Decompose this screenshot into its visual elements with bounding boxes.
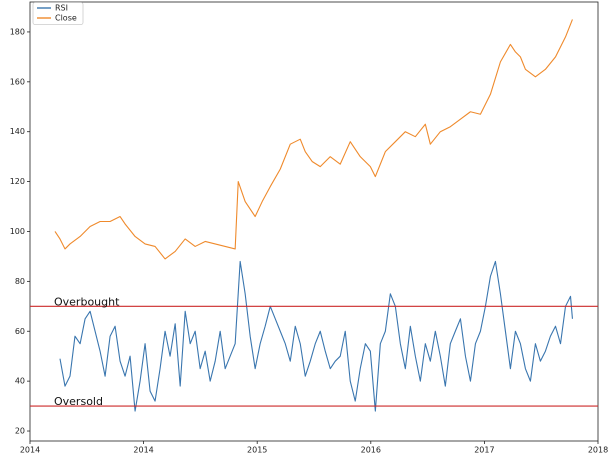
y-tick-label: 60	[15, 327, 25, 336]
line-series	[59, 260, 573, 412]
y-tick-label: 20	[15, 427, 25, 436]
x-tick-label: 2018	[588, 446, 608, 453]
y-tick-label: 160	[10, 77, 25, 86]
plot-frame	[29, 1, 599, 442]
line-series	[54, 19, 573, 260]
x-tick-label: 2016	[361, 446, 381, 453]
legend-label: Close	[55, 14, 77, 23]
x-tick-label: 2017	[474, 446, 494, 453]
legend-label: RSI	[55, 4, 68, 13]
y-tick-label: 40	[15, 377, 25, 386]
y-tick-label: 80	[15, 277, 25, 286]
y-tick-label: 120	[10, 177, 25, 186]
y-tick-label: 100	[10, 227, 25, 236]
y-tick-label: 180	[10, 27, 25, 36]
x-tick-label: 2014	[133, 446, 153, 453]
x-tick-label: 2014	[20, 446, 40, 453]
reference-label: Overbought	[54, 295, 120, 308]
y-tick-label: 140	[10, 127, 25, 136]
x-tick-label: 2015	[247, 446, 267, 453]
reference-label: Oversold	[54, 395, 103, 408]
